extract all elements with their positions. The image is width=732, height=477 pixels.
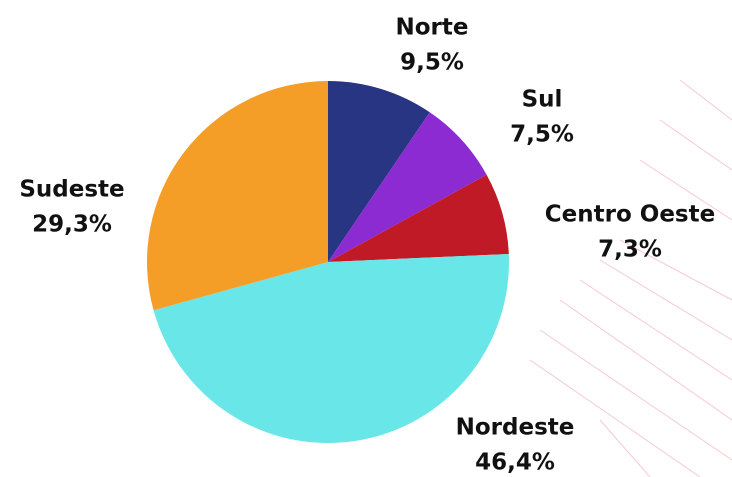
background-lines [529,79,732,477]
pie-slice [153,254,509,444]
slice-value-label: 7,3% [598,237,662,263]
pie-slice [328,174,509,262]
pie-slice [146,81,328,311]
slice-label: Norte [396,15,469,41]
slice-label: Sul [522,87,563,113]
slice-value-label: 7,5% [510,122,574,148]
slice-value-label: 46,4% [475,450,555,476]
pie-slice [328,112,487,262]
slice-label: Centro Oeste [545,202,715,228]
slice-value-label: 29,3% [32,212,112,238]
slice-label: Sudeste [19,177,124,203]
slice-value-label: 9,5% [400,50,464,76]
slice-label: Nordeste [456,415,575,441]
pie-slice [328,81,430,262]
